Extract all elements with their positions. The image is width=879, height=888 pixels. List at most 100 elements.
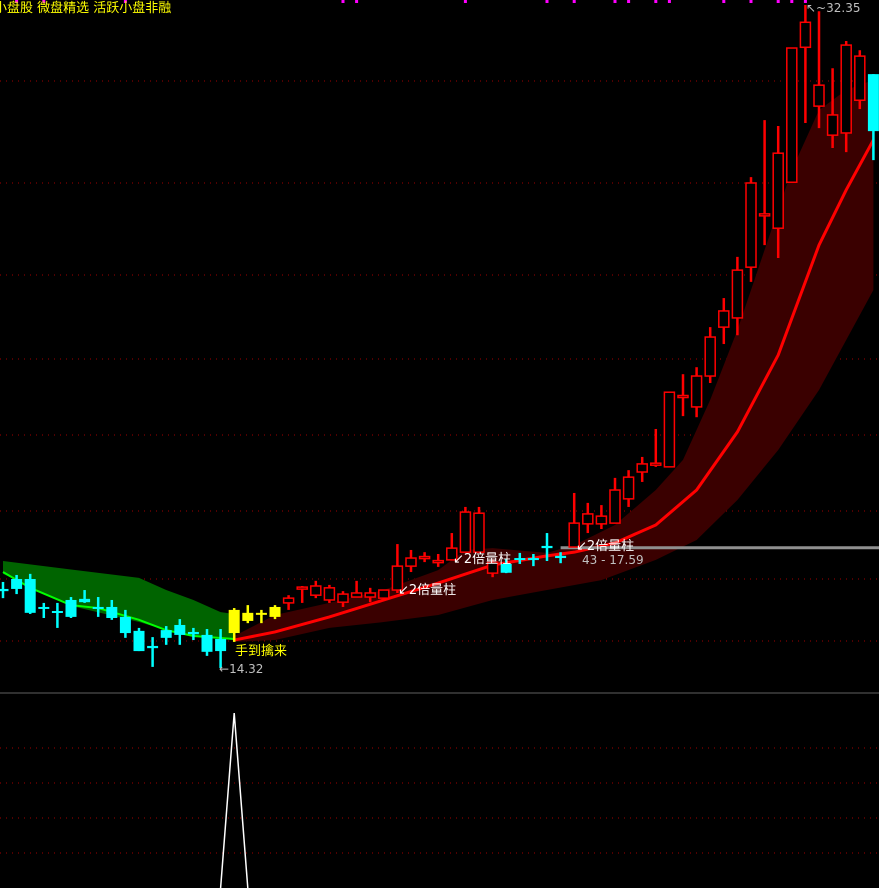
top-marker: [654, 0, 658, 3]
candle-body: [826, 114, 839, 136]
top-marker: [341, 0, 345, 3]
candle-body: [391, 565, 404, 591]
candle-body: [772, 152, 784, 229]
candles: [0, 5, 879, 668]
candle-body: [663, 391, 676, 468]
top-marker: [749, 0, 753, 3]
candle-body: [147, 645, 159, 649]
candle-body: [255, 612, 267, 615]
candle-body: [731, 269, 744, 319]
volume-label: ↙2倍量柱: [453, 552, 512, 567]
candle-body: [92, 606, 104, 609]
indicator-panel: [219, 712, 249, 888]
volume-label: ↙2倍量柱: [576, 539, 635, 554]
candle-body: [364, 592, 376, 598]
candle-body: [486, 561, 499, 574]
candle-body: [215, 638, 227, 652]
range-label: 43 - 17.59: [582, 553, 644, 567]
ma-bands: [3, 80, 874, 642]
top-marker: [545, 0, 549, 3]
candle-body: [133, 630, 145, 652]
indicator-line: [219, 712, 249, 888]
top-marker: [42, 0, 46, 3]
top-marker: [15, 0, 19, 3]
candle-body: [323, 587, 336, 601]
top-marker: [776, 0, 780, 3]
candle-body: [555, 555, 567, 559]
candle-body: [106, 606, 118, 618]
top-marker: [722, 0, 726, 3]
top-marker: [803, 0, 807, 3]
top-marker: [463, 0, 467, 3]
chart-title: 小盘股 微盘精选 活跃小盘非融: [0, 1, 172, 16]
candle-body: [432, 559, 444, 564]
candle-body: [459, 511, 472, 553]
candle-body: [24, 579, 36, 613]
candle-body: [636, 463, 648, 473]
top-marker: [627, 0, 631, 3]
red-band: [234, 80, 874, 642]
candle-body: [568, 522, 580, 548]
candle-body: [350, 592, 363, 598]
top-marker: [355, 0, 359, 3]
high-price-label: ↖~32.35: [806, 1, 861, 15]
candle-body: [758, 213, 771, 217]
candle-body: [650, 462, 662, 466]
top-marker: [123, 0, 127, 3]
candle-body: [867, 74, 879, 132]
candle-body: [840, 44, 852, 134]
candle-body: [378, 589, 390, 599]
candle-body: [609, 489, 621, 524]
candle-body: [799, 21, 812, 49]
top-marker: [790, 0, 794, 3]
volume-label-text: 2倍量柱: [408, 583, 457, 598]
candle-body: [690, 375, 703, 408]
candle-body: [11, 579, 23, 589]
candle-body: [242, 612, 254, 621]
candle-body: [79, 598, 91, 603]
candle-body: [201, 634, 213, 652]
candle-body: [0, 588, 9, 592]
candle-body: [786, 47, 798, 183]
candle-body: [418, 555, 431, 560]
low-price-label: ←14.32: [219, 662, 264, 676]
candle-body: [119, 616, 131, 634]
volume-label-text: 2倍量柱: [463, 552, 512, 567]
candle-body: [854, 55, 866, 101]
candle-body: [704, 336, 716, 377]
candle-body: [65, 599, 77, 617]
top-markers: [15, 0, 807, 3]
volume-label: ↙2倍量柱: [398, 583, 457, 598]
candle-body: [38, 606, 50, 609]
candle-body: [282, 597, 295, 604]
green-band: [3, 560, 235, 641]
top-marker: [613, 0, 617, 3]
candle-body: [446, 547, 458, 561]
candle-body: [622, 476, 635, 500]
ma-line-green: [2, 571, 235, 640]
candle-body: [718, 310, 730, 328]
high-price-value: 32.35: [826, 1, 861, 15]
candle-body: [595, 515, 608, 525]
candle-body: [582, 513, 594, 525]
candle-body: [813, 84, 825, 107]
candle-body: [269, 606, 281, 617]
candle-body: [160, 630, 172, 638]
top-marker: [572, 0, 576, 3]
signal-label: 手到擒来: [235, 644, 288, 659]
low-price-value: 14.32: [229, 662, 264, 676]
candle-body: [473, 512, 485, 553]
candle-body: [228, 609, 240, 634]
candle-body: [527, 558, 539, 561]
candle-body: [187, 631, 199, 635]
candle-body: [337, 593, 349, 603]
candle-body: [541, 545, 553, 549]
candle-body: [677, 394, 689, 399]
candle-body: [745, 182, 757, 268]
candle-body: [500, 563, 512, 573]
candle-body: [310, 585, 322, 596]
ma-lines: [2, 139, 879, 642]
top-marker: [667, 0, 671, 3]
